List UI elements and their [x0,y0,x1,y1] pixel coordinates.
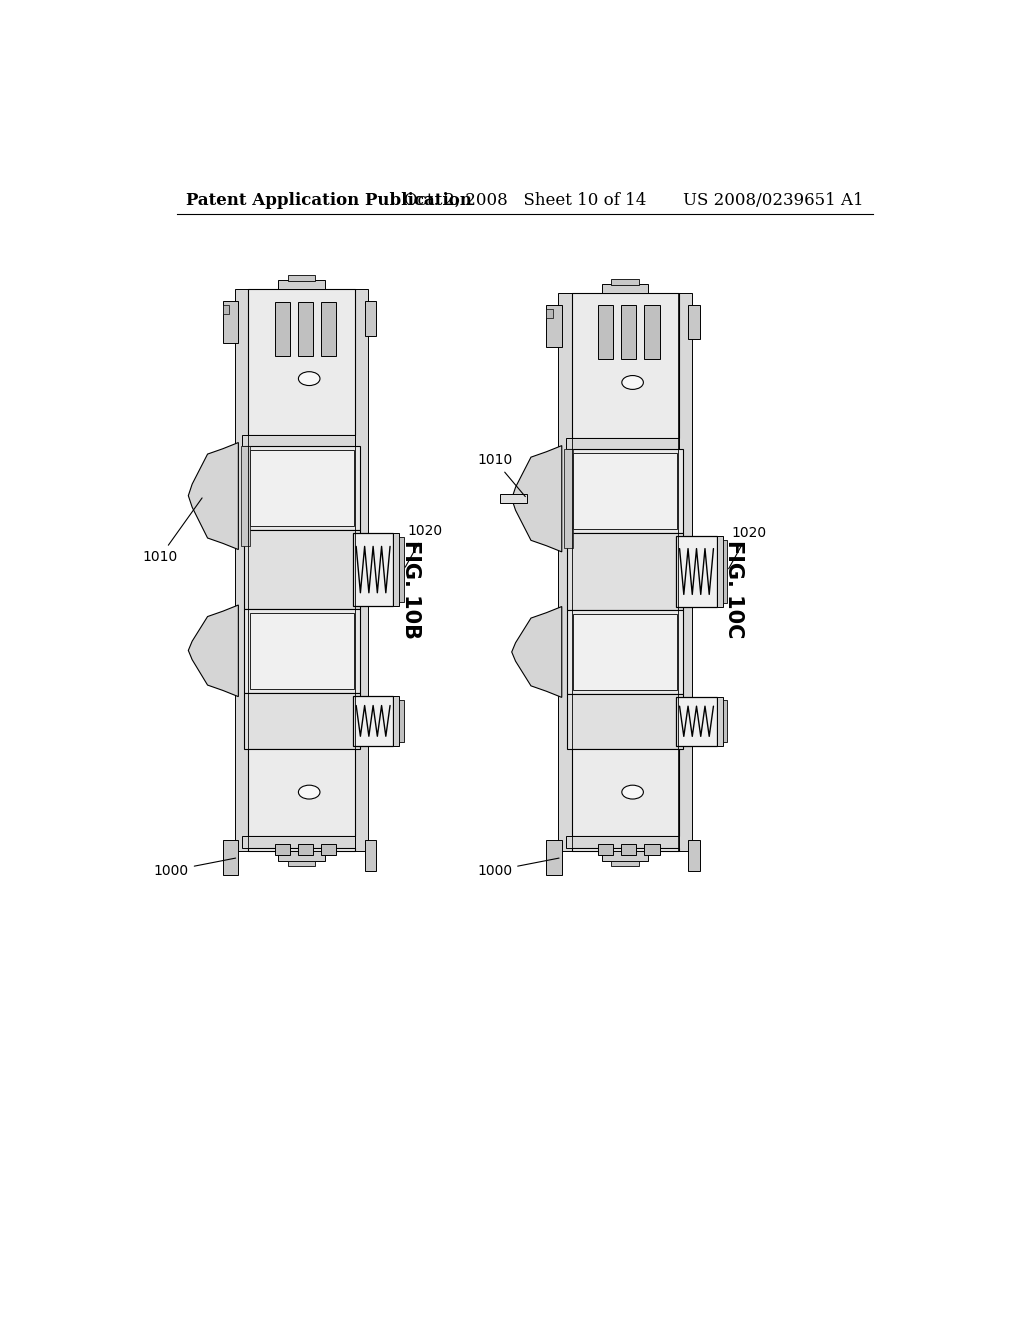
Bar [393,533,399,606]
Bar [399,537,403,602]
Text: Patent Application Publication: Patent Application Publication [186,193,472,210]
Bar [717,536,723,607]
Bar [564,449,573,548]
Bar [223,840,239,875]
Bar [598,843,613,855]
Text: FIG. 10B: FIG. 10B [400,540,421,639]
Bar [621,843,637,855]
Bar [500,494,527,503]
Bar [274,302,290,355]
Bar [399,700,403,742]
Bar [279,280,325,289]
Bar [567,450,683,533]
Ellipse shape [298,372,319,385]
Bar [243,836,355,847]
Bar [249,289,355,434]
Bar [274,843,290,855]
Bar [567,610,683,693]
Bar [354,289,369,851]
Bar [571,293,679,438]
Bar [223,301,239,343]
Bar [567,533,683,610]
Text: US 2008/0239651 A1: US 2008/0239651 A1 [683,193,863,210]
Bar [244,446,360,531]
Polygon shape [512,607,562,697]
Bar [547,840,562,875]
Bar [365,301,376,335]
Bar [241,446,250,545]
Text: 1010: 1010 [477,453,525,496]
Bar [547,309,553,318]
Bar [573,453,677,529]
Bar [298,302,313,355]
Bar [244,609,360,693]
Text: 1000: 1000 [477,858,559,878]
Bar [677,697,717,746]
Bar [644,305,659,359]
Bar [602,851,648,861]
Bar [288,861,315,866]
Bar [688,840,699,871]
Ellipse shape [298,785,319,799]
Bar [571,847,679,851]
Bar [644,843,659,855]
Bar [565,836,679,847]
Bar [279,851,325,861]
Text: 1010: 1010 [142,498,202,564]
Bar [558,293,571,851]
Bar [678,293,692,851]
Bar [249,847,355,851]
Bar [602,284,648,293]
Ellipse shape [622,785,643,799]
Bar [250,612,354,689]
Text: 1020: 1020 [406,524,443,568]
Bar [598,305,613,359]
Ellipse shape [622,376,643,389]
Polygon shape [512,446,562,552]
Bar [565,438,679,449]
Bar [243,434,355,446]
Bar [611,280,639,285]
Text: 1020: 1020 [729,525,766,569]
Bar [234,289,249,851]
Bar [723,701,727,742]
Bar [250,450,354,527]
Bar [353,696,393,746]
Bar [244,531,360,609]
Bar [353,533,393,606]
Bar [244,693,360,748]
Bar [717,697,723,746]
Bar [321,302,336,355]
Polygon shape [188,605,239,697]
Bar [611,861,639,866]
Bar [567,693,683,748]
Bar [547,305,562,347]
Bar [249,748,355,836]
Bar [677,536,717,607]
Bar [621,305,637,359]
Bar [223,305,229,314]
Bar [393,696,399,746]
Bar [298,843,313,855]
Text: FIG. 10C: FIG. 10C [724,540,744,639]
Bar [365,840,376,871]
Text: 1000: 1000 [154,858,236,878]
Bar [288,276,315,281]
Bar [723,540,727,603]
Bar [688,305,699,339]
Bar [321,843,336,855]
Bar [573,614,677,689]
Polygon shape [188,442,239,549]
Text: Oct. 2, 2008   Sheet 10 of 14: Oct. 2, 2008 Sheet 10 of 14 [403,193,646,210]
Bar [571,748,679,836]
